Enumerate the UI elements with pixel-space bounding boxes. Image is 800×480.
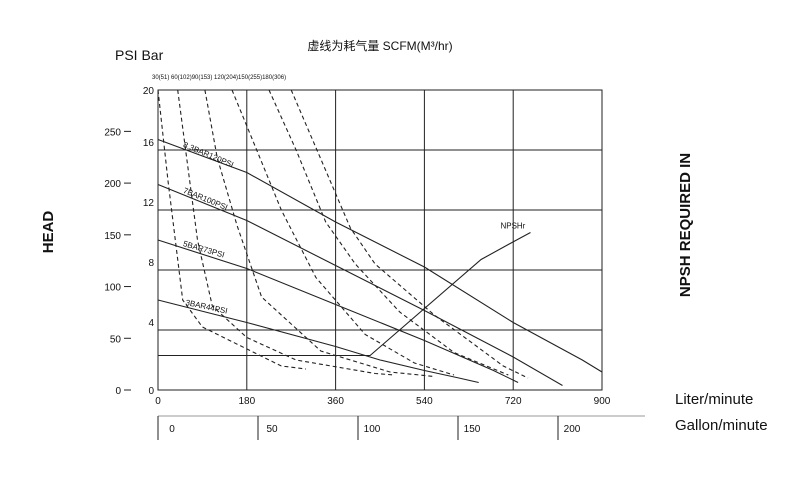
series-labels: 8.3BAR120PSI 7BAR100PSI 5BAR73PSI 3BAR44PSI… xyxy=(182,140,526,315)
series-line-120-204- xyxy=(231,89,455,376)
x-tick-label-gallon: 150 xyxy=(464,424,481,435)
grid xyxy=(157,89,603,391)
series-line-npshr xyxy=(158,232,531,357)
chart-title: 虚线为耗气量 SCFM(M³/hr) xyxy=(307,38,452,53)
x-tick-label-liter: 0 xyxy=(155,396,161,407)
x-tick-label-liter: 360 xyxy=(327,396,344,407)
x-tick-label-gallon: 100 xyxy=(364,424,381,435)
y-tick-label-psi: 150 xyxy=(104,231,121,242)
series-line-60-102- xyxy=(177,89,395,376)
series-line-8-3bar120psi xyxy=(157,138,603,373)
y-axis-label-head: HEAD xyxy=(40,211,57,254)
y-tick-label-psi: 200 xyxy=(104,179,121,190)
series-lines xyxy=(157,89,603,386)
series-label: 8.3BAR120PSI xyxy=(182,140,235,169)
x-tick-label-liter: 900 xyxy=(594,396,611,407)
series-line-180-306- xyxy=(290,89,529,379)
x-axis-unit-gallon: Gallon/minute xyxy=(675,417,768,434)
x-axis-unit-liter: Liter/minute xyxy=(675,391,753,408)
series-label: 5BAR73PSI xyxy=(182,239,226,259)
series-line-150-255- xyxy=(268,89,509,376)
series-line-30-51- xyxy=(157,89,307,370)
y-tick-label-bar: 8 xyxy=(148,258,154,269)
y-tick-label-psi: 50 xyxy=(110,334,122,345)
x-tick-label-gallon: 50 xyxy=(266,424,278,435)
series-label: NPSHr xyxy=(500,222,525,231)
y-tick-label-psi: 0 xyxy=(115,386,121,397)
series-line-90-153- xyxy=(204,89,435,378)
x-tick-label-gallon: 200 xyxy=(564,424,581,435)
x-tick-label-liter: 540 xyxy=(416,396,433,407)
y-tick-label-bar: 4 xyxy=(148,318,154,329)
y-tick-label-psi: 100 xyxy=(104,283,121,294)
y-tick-label-bar: 20 xyxy=(143,86,155,97)
plot-frame xyxy=(157,89,603,391)
y-tick-label-bar: 16 xyxy=(143,138,155,149)
left-axis-header: PSI Bar xyxy=(115,47,164,63)
y2-axis-label-npsh: NPSH REQUIRED IN xyxy=(677,153,694,297)
y-tick-label-bar: 0 xyxy=(148,386,154,397)
y-tick-label-psi: 250 xyxy=(104,127,121,138)
series-line-3bar44psi xyxy=(157,299,479,384)
series-label: 3BAR44PSI xyxy=(185,298,229,316)
x-tick-label-liter: 720 xyxy=(505,396,522,407)
y-tick-label-bar: 12 xyxy=(143,198,155,209)
series-label: 7BAR100PSI xyxy=(182,186,229,212)
series-line-5bar73psi xyxy=(157,239,519,383)
series-line-7bar100psi xyxy=(157,183,563,386)
x-tick-label-gallon: 0 xyxy=(169,424,175,435)
air-consumption-top-labels: 30(51) 60(102)90(153) 120(204)150(255)18… xyxy=(152,75,286,81)
x-tick-label-liter: 180 xyxy=(238,396,255,407)
